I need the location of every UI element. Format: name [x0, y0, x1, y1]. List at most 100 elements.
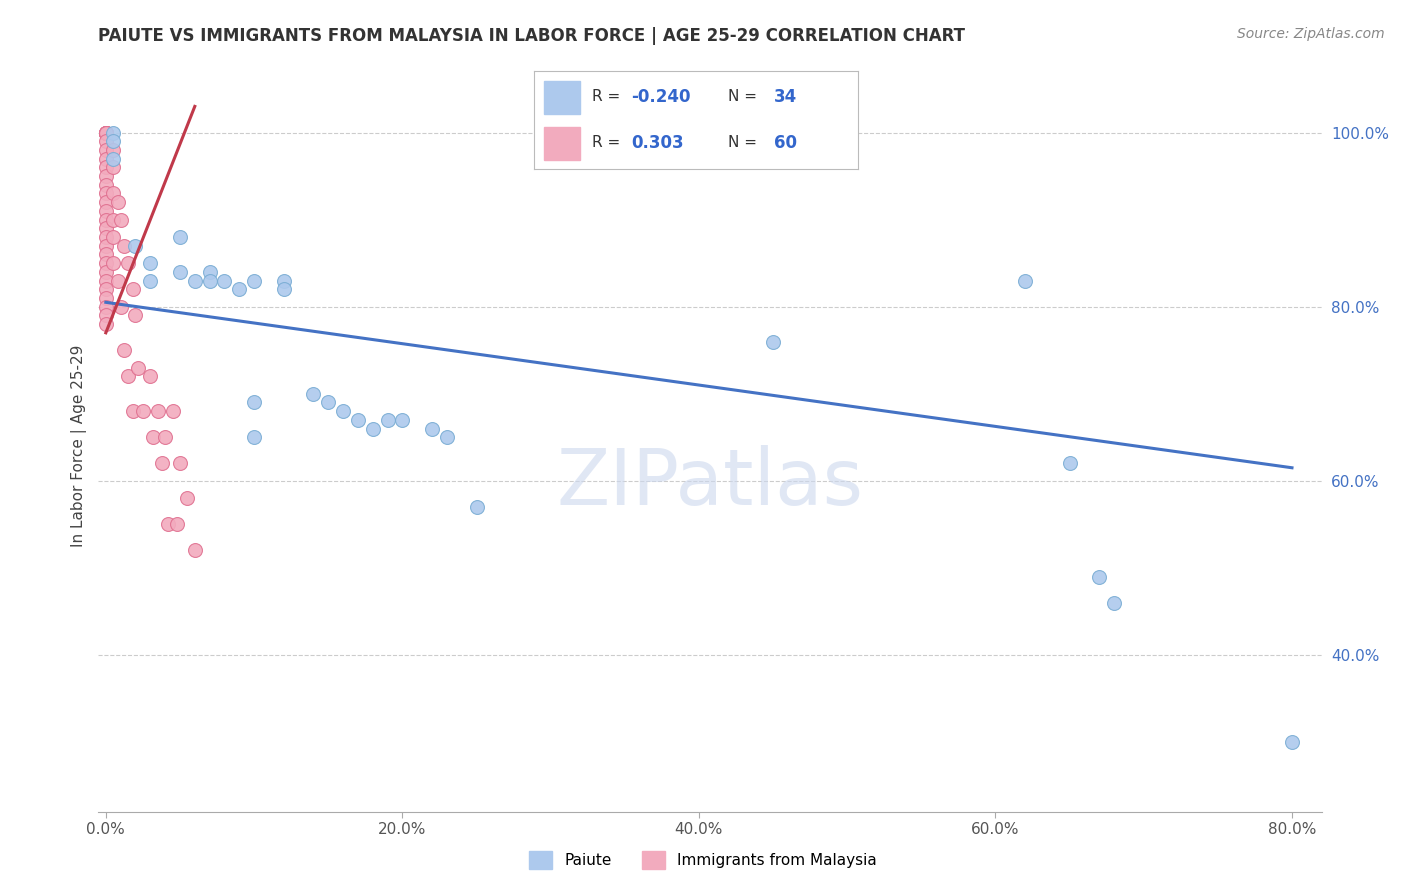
Point — [361, 421, 384, 435]
Point — [1014, 274, 1036, 288]
Legend: Paiute, Immigrants from Malaysia: Paiute, Immigrants from Malaysia — [523, 845, 883, 875]
Point — [176, 491, 198, 506]
Text: R =: R = — [592, 89, 620, 104]
Text: 0.303: 0.303 — [631, 134, 683, 152]
Point — [94, 212, 117, 227]
Point — [436, 430, 458, 444]
Point — [94, 126, 117, 140]
Point — [103, 126, 125, 140]
Point — [94, 126, 117, 140]
Point — [347, 413, 370, 427]
Point — [107, 274, 129, 288]
Point — [94, 238, 117, 252]
Point — [94, 291, 117, 305]
Point — [94, 134, 117, 148]
Point — [94, 186, 117, 201]
Point — [169, 230, 191, 244]
Point — [146, 404, 169, 418]
Point — [302, 386, 325, 401]
Point — [316, 395, 339, 409]
Point — [332, 404, 354, 418]
Text: PAIUTE VS IMMIGRANTS FROM MALAYSIA IN LABOR FORCE | AGE 25-29 CORRELATION CHART: PAIUTE VS IMMIGRANTS FROM MALAYSIA IN LA… — [98, 27, 966, 45]
Point — [169, 457, 191, 471]
Point — [124, 309, 146, 323]
Point — [94, 317, 117, 331]
Point — [157, 517, 180, 532]
Point — [94, 161, 117, 175]
Point — [228, 282, 250, 296]
Point — [153, 430, 176, 444]
Point — [94, 195, 117, 210]
Point — [139, 256, 162, 270]
Point — [465, 500, 488, 514]
Point — [214, 274, 236, 288]
Y-axis label: In Labor Force | Age 25-29: In Labor Force | Age 25-29 — [72, 345, 87, 547]
Point — [420, 421, 443, 435]
Point — [94, 152, 117, 166]
Point — [94, 230, 117, 244]
Point — [112, 238, 135, 252]
Point — [94, 178, 117, 192]
Point — [103, 212, 125, 227]
Point — [184, 274, 207, 288]
Point — [121, 404, 143, 418]
Point — [94, 126, 117, 140]
Point — [169, 265, 191, 279]
Point — [127, 360, 149, 375]
Text: N =: N = — [728, 136, 758, 151]
Text: Source: ZipAtlas.com: Source: ZipAtlas.com — [1237, 27, 1385, 41]
Point — [117, 256, 139, 270]
Point — [162, 404, 184, 418]
Point — [103, 230, 125, 244]
Point — [94, 221, 117, 235]
Point — [94, 126, 117, 140]
Point — [391, 413, 413, 427]
Point — [139, 369, 162, 384]
Point — [103, 152, 125, 166]
Point — [273, 274, 295, 288]
Point — [94, 203, 117, 218]
Point — [121, 282, 143, 296]
Text: 60: 60 — [773, 134, 797, 152]
Point — [94, 282, 117, 296]
Point — [142, 430, 165, 444]
Point — [94, 169, 117, 183]
Point — [243, 274, 266, 288]
Point — [103, 143, 125, 157]
Point — [150, 457, 173, 471]
Point — [94, 247, 117, 261]
Text: ZIPatlas: ZIPatlas — [557, 444, 863, 521]
Text: R =: R = — [592, 136, 620, 151]
Point — [112, 343, 135, 358]
Point — [103, 186, 125, 201]
Point — [1088, 569, 1111, 583]
Point — [110, 212, 132, 227]
Point — [117, 369, 139, 384]
Point — [103, 134, 125, 148]
Point — [107, 195, 129, 210]
Point — [103, 256, 125, 270]
Bar — [544, 81, 579, 113]
Point — [94, 126, 117, 140]
Point — [94, 256, 117, 270]
Point — [166, 517, 188, 532]
Text: N =: N = — [728, 89, 758, 104]
Bar — [544, 128, 579, 160]
Point — [184, 543, 207, 558]
Point — [94, 126, 117, 140]
Point — [139, 274, 162, 288]
Point — [243, 430, 266, 444]
Point — [762, 334, 785, 349]
Point — [198, 265, 221, 279]
Point — [377, 413, 399, 427]
Point — [1102, 596, 1125, 610]
Point — [110, 300, 132, 314]
Point — [94, 143, 117, 157]
Point — [243, 395, 266, 409]
Point — [273, 282, 295, 296]
Point — [103, 161, 125, 175]
Point — [94, 309, 117, 323]
Point — [132, 404, 155, 418]
Point — [1059, 457, 1081, 471]
Point — [94, 300, 117, 314]
